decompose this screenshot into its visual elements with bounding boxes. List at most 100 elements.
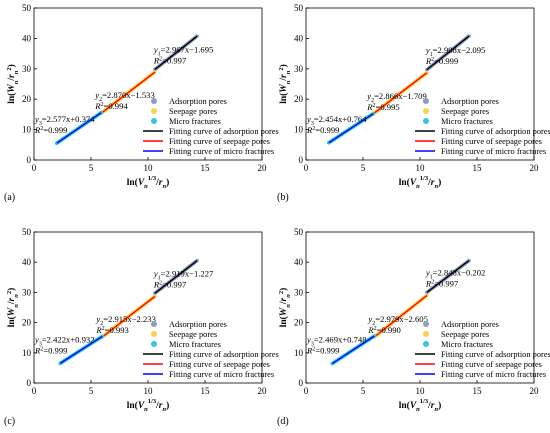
x-tick-label: 15 [201, 163, 211, 173]
x-tick-label: 10 [144, 163, 154, 173]
legend-entry: Fitting curve of seepage pores [169, 360, 270, 369]
y-tick-label: 50 [294, 3, 304, 13]
y-tick-label: 20 [22, 318, 32, 328]
legend-marker [423, 341, 429, 347]
adsorption-fit-line [426, 260, 470, 293]
x-tick-label: 15 [473, 386, 483, 396]
micro-equation: y3=2.577x+0.374 [34, 114, 95, 127]
legend-entry: Adsorption pores [441, 97, 499, 106]
legend-entry: Fitting curve of micro fractures [169, 147, 274, 156]
x-axis-label: ln(Vn1/3/rn) [399, 398, 442, 413]
y-tick-label: 40 [294, 257, 304, 267]
x-tick-label: 5 [361, 386, 366, 396]
legend-marker [423, 98, 429, 104]
panel-d: 0 5 10 15 20 0 10 20 30 40 50 ln(Wn/rn2) ln(Vn1/3/rn… [277, 227, 550, 427]
legend-marker [423, 331, 429, 337]
micro-equation: y3=2.454x+0.764 [306, 114, 367, 127]
legend-marker [423, 108, 429, 114]
legend-marker [151, 341, 157, 347]
micro-fit-line [59, 335, 103, 364]
legend-entry: Fitting curve of seepage pores [441, 360, 542, 369]
legend-entry: Seepage pores [441, 330, 489, 339]
micro-fit-line [56, 112, 102, 144]
adsorption-fit-line [154, 260, 198, 294]
micro-fit-line [331, 335, 375, 365]
adsorption-equation: y1=2.919x−1.227 [153, 268, 214, 281]
x-axis-label: ln(Vn1/3/rn) [127, 398, 170, 413]
legend-marker [151, 108, 157, 114]
seepage-fit-line [100, 71, 156, 114]
seepage-fit-line [101, 295, 156, 338]
x-tick-label: 5 [361, 163, 366, 173]
seepage-equation: y2=2.866x−1.709 [366, 91, 427, 104]
x-tick-label: 0 [32, 163, 37, 173]
legend-entry: Fitting curve of adsorption pores [441, 350, 550, 359]
adsorption-r-squared: R2=0.997 [425, 278, 459, 288]
x-tick-label: 20 [258, 163, 268, 173]
adsorption-r-squared: R2=0.997 [153, 279, 187, 289]
adsorption-r-squared: R2=0.999 [425, 56, 458, 66]
seepage-equation: y2=2.915x−2.233 [95, 314, 155, 327]
y-tick-label: 50 [294, 227, 304, 237]
x-tick-label: 10 [416, 163, 426, 173]
panel-a: 0 5 10 15 20 0 10 20 30 40 50 ln(Wn/rn2) ln(Vn1/3/rn… [4, 3, 279, 203]
micro-r-squared: R2=0.999 [34, 345, 67, 355]
x-tick-label: 10 [144, 386, 154, 396]
x-tick-label: 10 [416, 386, 426, 396]
x-axis-label: ln(Vn1/3/rn) [399, 175, 442, 190]
panel-b: 0 5 10 15 20 0 10 20 30 40 50 ln(Wn/rn2) ln(Vn1/3/rn… [277, 3, 550, 203]
micro-fit-line [328, 113, 374, 144]
legend-entry: Micro fractures [169, 117, 221, 126]
y-axis-label: ln(Wn/rn2) [6, 64, 20, 104]
x-tick-label: 5 [89, 163, 94, 173]
y-tick-label: 0 [27, 378, 32, 388]
seepage-equation: y2=2.870x−1.533 [94, 90, 155, 103]
legend-entry: Fitting curve of micro fractures [169, 370, 274, 379]
x-tick-label: 15 [201, 386, 211, 396]
seepage-r-squared: R2=0.990 [367, 325, 400, 335]
y-tick-label: 20 [22, 94, 32, 104]
seepage-r-squared: R2=0.994 [94, 101, 128, 111]
y-axis-label: ln(Wn/rn2) [278, 288, 292, 328]
legend-entry: Seepage pores [169, 107, 217, 116]
seepage-fit-line [372, 72, 428, 115]
y-tick-label: 0 [299, 155, 304, 165]
legend-entry: Micro fractures [441, 117, 493, 126]
y-axis-label: ln(Wn/rn2) [278, 64, 292, 104]
legend-marker [151, 331, 157, 337]
legend-marker [151, 98, 157, 104]
legend-entry: Adsorption pores [441, 320, 499, 329]
y-tick-label: 10 [294, 125, 304, 135]
legend-entry: Micro fractures [169, 340, 221, 349]
x-tick-label: 0 [304, 386, 309, 396]
micro-r-squared: R2=0.999 [306, 346, 339, 356]
adsorption-fit-line [154, 35, 198, 71]
seepage-r-squared: R2=0.993 [95, 325, 128, 335]
y-tick-label: 40 [22, 257, 32, 267]
panel-label: (c) [4, 416, 15, 427]
y-tick-label: 30 [294, 287, 304, 297]
seepage-fit-line [373, 294, 428, 338]
legend-entry: Fitting curve of adsorption pores [441, 127, 550, 136]
x-axis-label: ln(Vn1/3/rn) [127, 175, 170, 190]
legend-entry: Fitting curve of micro fractures [441, 147, 546, 156]
legend-entry: Fitting curve of seepage pores [441, 137, 542, 146]
legend-entry: Adsorption pores [169, 97, 227, 106]
legend-entry: Seepage pores [441, 107, 489, 116]
legend-entry: Fitting curve of seepage pores [169, 137, 270, 146]
x-tick-label: 0 [304, 163, 309, 173]
legend-entry: Fitting curve of adsorption pores [169, 350, 279, 359]
legend-entry: Seepage pores [169, 330, 217, 339]
legend-entry: Fitting curve of adsorption pores [169, 127, 279, 136]
seepage-equation: y2=2.979x−2.605 [367, 314, 428, 327]
adsorption-equation: y1=2.998x−2.095 [425, 45, 486, 58]
legend-entry: Adsorption pores [169, 320, 227, 329]
y-tick-label: 10 [22, 125, 32, 135]
legend-entry: Micro fractures [441, 340, 493, 349]
y-tick-label: 50 [22, 3, 32, 13]
